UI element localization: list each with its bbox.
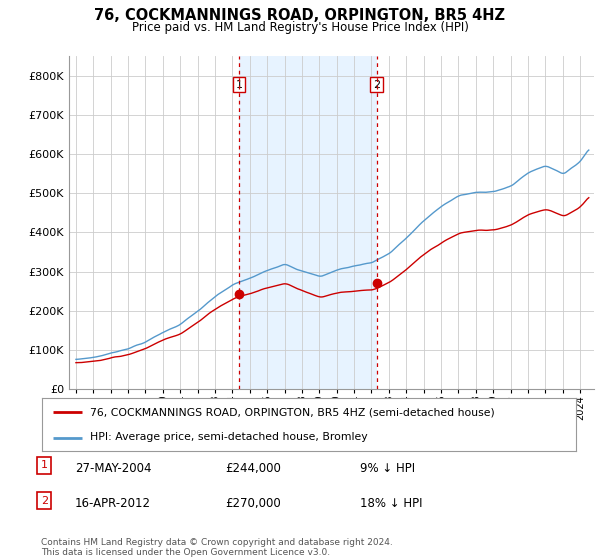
Text: 16-APR-2012: 16-APR-2012 bbox=[75, 497, 151, 510]
Text: 9% ↓ HPI: 9% ↓ HPI bbox=[360, 462, 415, 475]
Bar bbox=[239, 56, 377, 389]
Text: 2: 2 bbox=[373, 80, 380, 90]
Text: HPI: Average price, semi-detached house, Bromley: HPI: Average price, semi-detached house,… bbox=[90, 432, 368, 442]
Text: 27-MAY-2004: 27-MAY-2004 bbox=[75, 462, 151, 475]
Text: 1: 1 bbox=[41, 460, 48, 470]
Text: 76, COCKMANNINGS ROAD, ORPINGTON, BR5 4HZ: 76, COCKMANNINGS ROAD, ORPINGTON, BR5 4H… bbox=[95, 8, 505, 24]
Text: £270,000: £270,000 bbox=[225, 497, 281, 510]
Text: £244,000: £244,000 bbox=[225, 462, 281, 475]
Text: 18% ↓ HPI: 18% ↓ HPI bbox=[360, 497, 422, 510]
Text: Contains HM Land Registry data © Crown copyright and database right 2024.
This d: Contains HM Land Registry data © Crown c… bbox=[41, 538, 392, 557]
Text: Price paid vs. HM Land Registry's House Price Index (HPI): Price paid vs. HM Land Registry's House … bbox=[131, 21, 469, 34]
Text: 1: 1 bbox=[236, 80, 242, 90]
Text: 76, COCKMANNINGS ROAD, ORPINGTON, BR5 4HZ (semi-detached house): 76, COCKMANNINGS ROAD, ORPINGTON, BR5 4H… bbox=[90, 408, 495, 418]
Text: 2: 2 bbox=[41, 496, 48, 506]
